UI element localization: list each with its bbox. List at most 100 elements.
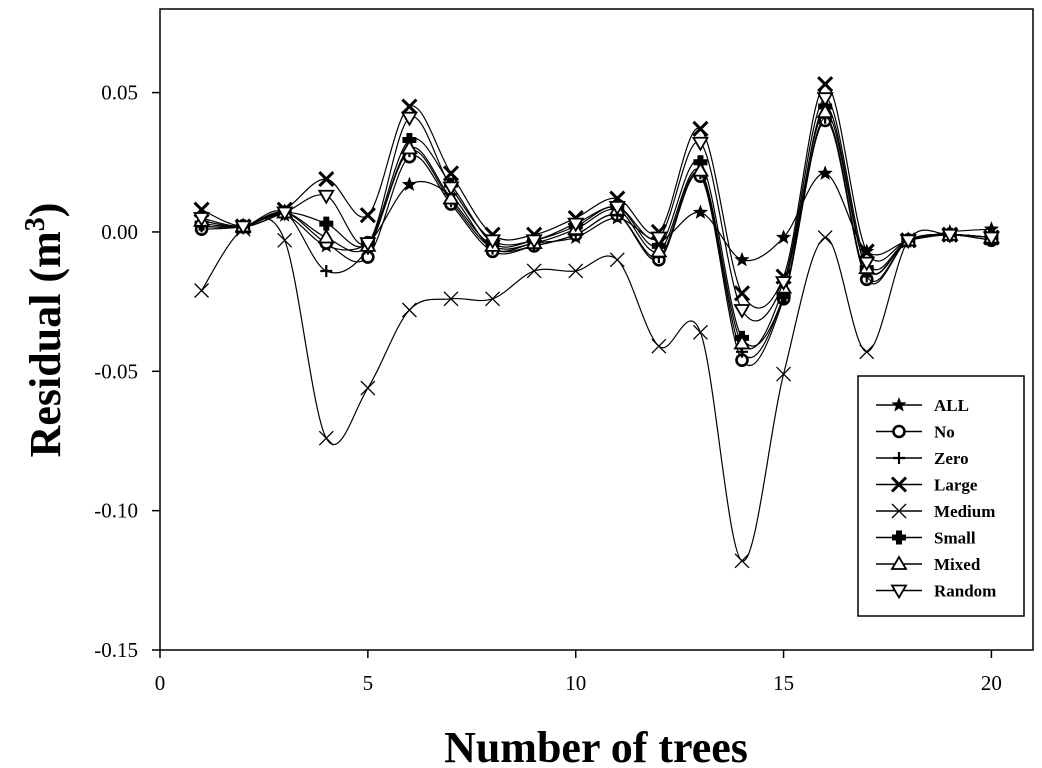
legend-marker-all — [891, 397, 907, 412]
legend-label-zero: Zero — [934, 449, 969, 468]
series-line-large — [201, 83, 992, 309]
data-point-medium — [651, 338, 667, 354]
x-tick-label: 15 — [773, 671, 794, 695]
data-point-mixed — [691, 161, 709, 177]
data-point-mixed — [317, 228, 335, 244]
legend-item-mixed: Mixed — [876, 555, 981, 574]
legend-marker-medium — [891, 503, 907, 519]
data-point-medium — [859, 344, 875, 360]
legend-items: ALL No Zero Large Medium Small Mixed Random — [876, 396, 996, 601]
data-point-all — [983, 221, 1000, 236]
legend-item-no: No — [876, 423, 955, 442]
data-point-random — [525, 234, 543, 250]
x-axis-title: Number of trees — [444, 723, 748, 768]
data-point-medium — [277, 232, 293, 248]
data-point-medium — [692, 324, 708, 340]
data-point-medium — [401, 302, 417, 318]
legend-marker-random — [890, 584, 908, 600]
x-tick-label: 20 — [981, 671, 1002, 695]
series-line-zero — [201, 117, 992, 359]
data-point-all — [401, 176, 418, 192]
data-point-all — [734, 251, 750, 267]
legend-item-small: Small — [876, 529, 976, 548]
data-point-random — [276, 206, 294, 222]
data-point-random — [650, 231, 668, 247]
legend-label-large: Large — [934, 476, 978, 495]
y-tick-label: 0.05 — [101, 81, 138, 105]
legend-label-random: Random — [934, 582, 996, 601]
data-point-mixed — [442, 189, 460, 205]
y-axis-title-main: Residual (m — [21, 231, 70, 457]
data-point-all — [692, 204, 709, 219]
x-tick-label: 5 — [363, 671, 374, 695]
legend-item-random: Random — [876, 582, 996, 601]
data-point-random — [899, 234, 917, 250]
data-point-large — [359, 207, 376, 224]
series-mixed — [193, 103, 1000, 350]
data-point-medium — [318, 430, 334, 446]
data-point-large — [318, 170, 335, 188]
data-point-medium — [194, 283, 210, 298]
legend-marker-small — [892, 530, 906, 545]
data-point-random — [193, 212, 211, 227]
data-point-medium — [609, 252, 625, 268]
x-tick-label: 10 — [565, 671, 586, 695]
data-point-random — [484, 234, 502, 250]
data-point-mixed — [733, 334, 751, 350]
series-line-mixed — [201, 111, 992, 350]
data-point-mixed — [816, 103, 834, 119]
data-point-random — [234, 220, 252, 236]
legend-label-small: Small — [934, 529, 976, 548]
data-point-random — [733, 304, 751, 319]
data-point-small — [319, 216, 334, 231]
data-point-mixed — [400, 139, 418, 155]
legend-item-medium: Medium — [876, 502, 995, 521]
plot-frame — [159, 8, 1034, 651]
series-layer — [193, 76, 1000, 569]
legend-label-medium: Medium — [934, 502, 995, 521]
legend-item-large: Large — [876, 476, 978, 495]
legend-item-all: ALL — [876, 396, 969, 415]
legend-marker-large — [890, 476, 908, 493]
data-point-random — [858, 256, 876, 272]
data-point-medium — [443, 291, 459, 307]
legend-marker-zero — [893, 452, 905, 464]
data-point-medium — [526, 263, 542, 279]
data-point-medium — [734, 553, 750, 569]
data-point-all — [775, 229, 792, 244]
legend-label-no: No — [934, 423, 955, 442]
legend-marker-mixed — [890, 555, 908, 570]
data-point-random — [317, 189, 335, 205]
data-point-medium — [485, 291, 501, 307]
data-point-medium — [776, 366, 792, 382]
y-tick-label: 0.00 — [101, 220, 138, 244]
y-axis-title-close: ) — [21, 203, 70, 218]
data-point-random — [816, 92, 834, 107]
series-small — [194, 99, 999, 347]
legend-marker-no — [892, 424, 906, 439]
y-tick-label: -0.15 — [94, 638, 138, 662]
series-random — [193, 92, 1000, 322]
data-point-random — [941, 228, 959, 244]
series-line-random — [201, 97, 992, 322]
legend-label-all: ALL — [934, 396, 969, 415]
data-point-random — [775, 276, 793, 291]
data-point-random — [567, 217, 585, 233]
y-axis-title: Residual (m3) — [20, 203, 70, 458]
y-tick-label: -0.10 — [94, 499, 138, 523]
data-point-small — [776, 289, 791, 304]
data-point-random — [691, 136, 709, 152]
data-point-medium — [360, 380, 376, 396]
legend: ALL No Zero Large Medium Small Mixed Random — [857, 375, 1025, 617]
data-point-random — [359, 237, 377, 252]
legend-item-zero: Zero — [876, 449, 969, 468]
data-point-medium — [568, 263, 584, 279]
data-point-large — [401, 98, 418, 115]
data-point-medium — [817, 230, 833, 245]
data-point-random — [982, 231, 1000, 247]
y-tick-label: -0.05 — [94, 359, 138, 383]
data-point-random — [608, 200, 626, 216]
legend-label-mixed: Mixed — [934, 555, 981, 574]
data-point-large — [692, 120, 709, 137]
